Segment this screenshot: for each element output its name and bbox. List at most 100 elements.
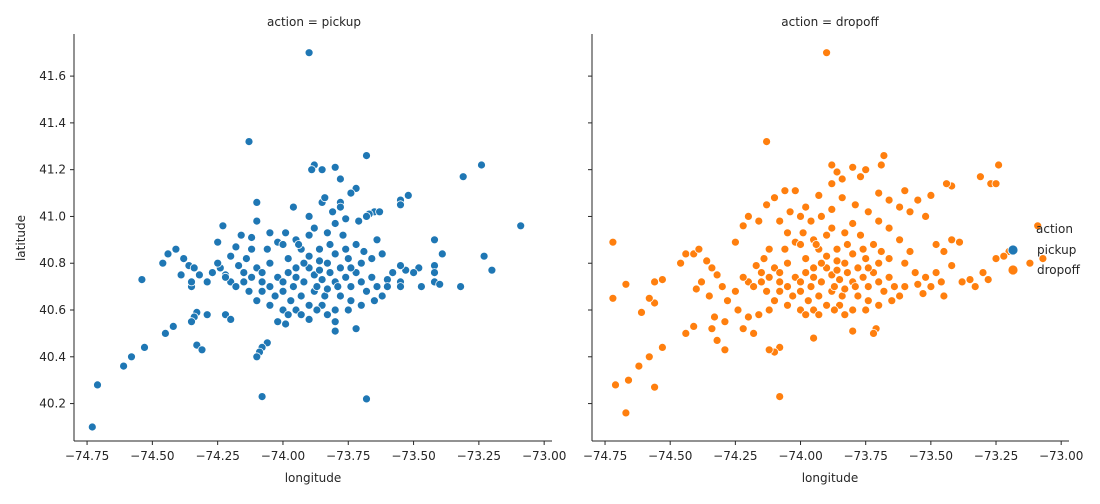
- data-point: [900, 282, 910, 292]
- data-point: [179, 254, 189, 264]
- data-point: [281, 319, 291, 329]
- data-point: [757, 268, 766, 278]
- data-point: [884, 223, 894, 233]
- data-point: [832, 265, 842, 275]
- data-point: [430, 235, 439, 245]
- data-point: [822, 48, 831, 58]
- data-point: [283, 310, 293, 320]
- data-point: [910, 268, 920, 278]
- data-point: [942, 179, 951, 189]
- x-tick-label: −74.50: [130, 449, 174, 463]
- data-point: [241, 254, 251, 264]
- data-point: [848, 326, 858, 336]
- data-point: [694, 244, 704, 254]
- data-point: [294, 240, 304, 249]
- data-point: [278, 277, 288, 287]
- data-point: [119, 361, 128, 371]
- data-point: [830, 282, 839, 292]
- data-point: [127, 352, 136, 362]
- data-point: [87, 422, 97, 432]
- data-point: [913, 195, 923, 205]
- data-point: [827, 204, 837, 214]
- data-point: [837, 174, 847, 184]
- data-point: [202, 310, 212, 320]
- data-point: [158, 258, 168, 268]
- data-point: [874, 188, 884, 198]
- y-tick-label: 41.6: [39, 69, 66, 83]
- data-point: [281, 228, 291, 238]
- data-point: [356, 300, 366, 310]
- data-point: [775, 392, 785, 402]
- data-point: [265, 258, 275, 268]
- data-point: [234, 261, 244, 271]
- data-point: [822, 300, 831, 310]
- data-point: [817, 277, 826, 287]
- legend-marker: [1007, 244, 1019, 256]
- data-point: [213, 237, 223, 247]
- data-point: [926, 282, 936, 292]
- data-point: [351, 240, 361, 249]
- data-point: [848, 162, 858, 172]
- y-tick-label: 41.2: [39, 163, 66, 177]
- legend-label: pickup: [1037, 243, 1076, 257]
- data-point: [876, 247, 886, 256]
- data-point: [265, 282, 275, 292]
- data-point: [299, 258, 309, 268]
- data-point: [796, 211, 805, 221]
- y-axis-label: latitude: [14, 215, 28, 261]
- data-point: [827, 160, 837, 170]
- data-point: [239, 277, 249, 287]
- data-point: [796, 240, 805, 249]
- data-point: [377, 291, 387, 301]
- data-point: [247, 244, 257, 254]
- data-point: [608, 293, 618, 303]
- data-point: [317, 275, 327, 285]
- y-ticks: 40.2 40.4 40.6 40.8 41.0 41.2 41.4 41.6: [39, 69, 74, 411]
- data-point: [160, 328, 170, 338]
- panel-pickup: action = pickup −74.75 −74.50 −74.25 −74.00…: [14, 15, 566, 485]
- data-point: [900, 258, 910, 268]
- data-point: [913, 279, 923, 289]
- data-point: [731, 286, 740, 296]
- data-point: [689, 321, 699, 331]
- data-point: [890, 282, 899, 292]
- data-point: [304, 211, 314, 221]
- data-point: [994, 160, 1003, 170]
- data-point: [252, 352, 262, 362]
- data-point: [341, 244, 351, 254]
- data-point: [168, 321, 178, 331]
- points-group: [87, 48, 526, 432]
- data-point: [712, 270, 722, 280]
- data-point: [796, 286, 805, 296]
- data-point: [884, 272, 894, 282]
- data-point: [343, 305, 353, 315]
- data-point: [814, 310, 824, 320]
- data-point: [738, 324, 748, 334]
- data-point: [759, 254, 769, 264]
- data-point: [624, 375, 633, 385]
- legend: action pickup dropoff: [1007, 222, 1081, 277]
- y-tick-label: 41.4: [39, 116, 66, 130]
- x-tick-label: −74.75: [65, 449, 109, 463]
- data-point: [783, 300, 792, 310]
- data-point: [218, 221, 228, 231]
- data-point: [189, 263, 199, 273]
- data-point: [955, 237, 964, 247]
- x-axis-label: longitude: [802, 471, 859, 485]
- data-point: [197, 345, 207, 355]
- data-point: [403, 190, 413, 200]
- data-point: [822, 230, 831, 240]
- data-point: [176, 270, 186, 280]
- data-point: [611, 380, 620, 390]
- data-point: [309, 223, 319, 233]
- data-point: [869, 240, 878, 249]
- x-tick-label: −73.25: [974, 449, 1018, 463]
- data-point: [317, 165, 327, 175]
- data-point: [187, 317, 196, 327]
- data-point: [801, 268, 811, 278]
- data-point: [843, 268, 852, 278]
- y-tick-label: 40.6: [39, 303, 66, 317]
- data-point: [843, 240, 852, 249]
- data-point: [850, 200, 860, 210]
